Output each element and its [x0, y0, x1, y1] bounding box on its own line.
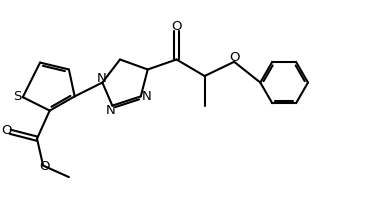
Text: O: O — [39, 160, 49, 173]
Text: N: N — [141, 90, 151, 103]
Text: N: N — [96, 72, 106, 85]
Text: N: N — [105, 104, 115, 117]
Text: O: O — [1, 124, 12, 138]
Text: O: O — [171, 20, 182, 33]
Text: S: S — [14, 90, 22, 103]
Text: O: O — [230, 51, 240, 64]
